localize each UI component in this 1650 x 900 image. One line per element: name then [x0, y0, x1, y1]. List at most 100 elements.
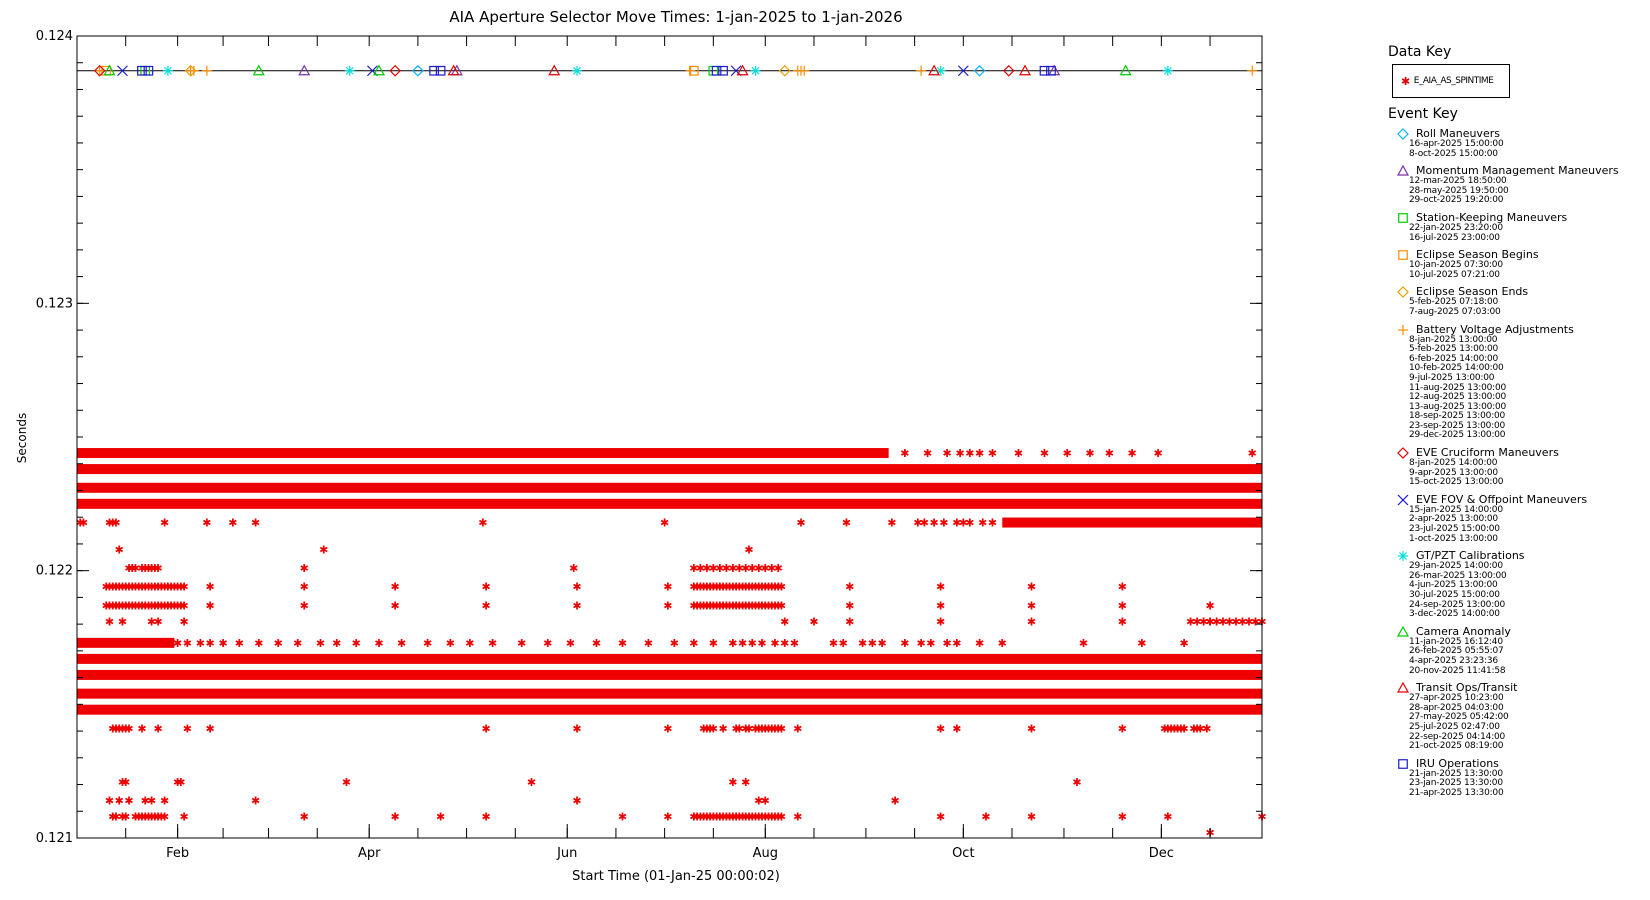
data-point: ✱: [108, 722, 117, 735]
data-point: ✱: [1179, 722, 1188, 735]
event-date: 18-sep-2025 13:00:00: [1409, 411, 1506, 422]
event-marker: [372, 64, 385, 76]
data-point: ✱: [738, 811, 747, 824]
data-point: ✱: [774, 599, 783, 612]
event-date: 5-feb-2025 13:00:00: [1409, 344, 1499, 355]
data-point: ✱: [878, 637, 887, 650]
event-marker: [367, 65, 378, 77]
event-markers: [77, 64, 1262, 77]
data-point: ✱: [689, 562, 698, 575]
event-marker: [750, 65, 761, 76]
event-key-name: GT/PZT Calibrations: [1416, 549, 1525, 563]
dense-data-band: [77, 704, 1262, 715]
data-point: ✱: [770, 637, 779, 650]
event-key-dates: 5-feb-2025 07:18:00 7-aug-2025 07:03:00: [1409, 298, 1650, 317]
data-point: ✱: [170, 581, 179, 594]
data-point: ✱: [689, 811, 698, 824]
event-marker: [137, 65, 147, 76]
data-point: ✱: [845, 615, 854, 628]
data-point: ✱: [163, 581, 172, 594]
event-marker: [93, 64, 106, 77]
event-date: 9-jul-2025 13:00:00: [1409, 372, 1495, 383]
data-point: ✱: [1205, 599, 1214, 612]
event-date: 22-sep-2025 04:14:00: [1409, 731, 1506, 742]
data-point: ✱: [748, 581, 757, 594]
triangle-icon: [1396, 165, 1410, 176]
data-point: ✱: [689, 637, 698, 650]
event-date: 15-oct-2025 13:00:00: [1409, 477, 1504, 488]
event-key-dates: 10-jan-2025 07:30:00 10-jul-2025 07:21:00: [1409, 261, 1650, 280]
data-point: ✱: [1192, 615, 1201, 628]
data-point: ✱: [206, 722, 215, 735]
event-date: 10-feb-2025 14:00:00: [1409, 363, 1504, 374]
data-point: ✱: [764, 581, 773, 594]
data-key-box: ✱ E_AIA_AS_SPINTIME: [1392, 64, 1510, 98]
data-point: ✱: [342, 776, 351, 789]
data-point: ✱: [1027, 615, 1036, 628]
legend-symbol: [1397, 128, 1409, 140]
x-tick-label: Aug: [753, 846, 778, 861]
data-point: ✱: [1160, 722, 1169, 735]
data-point: ✱: [105, 795, 114, 808]
data-point: ✱: [180, 581, 189, 594]
event-key-name: Roll Maneuvers: [1416, 127, 1500, 140]
data-point: ✱: [725, 599, 734, 612]
data-point: ✱: [141, 599, 150, 612]
data-point: ✱: [757, 722, 766, 735]
legend-symbol: [1396, 165, 1410, 176]
data-point: ✱: [728, 581, 737, 594]
event-key-entry: EVE Cruciform Maneuvers 8-jan-2025 14:00:…: [1388, 447, 1650, 488]
event-date: 26-feb-2025 05:55:07: [1409, 646, 1504, 657]
data-point: ✱: [663, 722, 672, 735]
event-date: 16-apr-2025 15:00:00: [1409, 139, 1504, 149]
data-point: ✱: [167, 599, 176, 612]
event-date: 27-may-2025 05:42:00: [1409, 712, 1509, 723]
event-date: 26-mar-2025 13:00:00: [1409, 570, 1507, 581]
event-date: 12-aug-2025 13:00:00: [1409, 392, 1507, 403]
data-point: ✱: [300, 562, 309, 575]
data-point: ✱: [137, 581, 146, 594]
data-point: ✱: [160, 517, 169, 530]
data-point: ✱: [1027, 811, 1036, 824]
event-date: 6-feb-2025 14:00:00: [1409, 353, 1499, 364]
data-point: ✱: [572, 599, 581, 612]
y-axis-label: Seconds: [15, 413, 29, 463]
event-marker: [957, 65, 969, 77]
event-key-entry: Battery Voltage Adjustments 8-jan-2025 13…: [1388, 323, 1650, 442]
legend-symbol: [1397, 494, 1409, 506]
data-point: ✱: [134, 581, 143, 594]
data-point: ✱: [141, 581, 150, 594]
data-point: ✱: [147, 795, 156, 808]
data-point: ✱: [118, 776, 127, 789]
data-point: ✱: [754, 722, 763, 735]
data-point: ✱: [767, 581, 776, 594]
data-point: ✱: [744, 543, 753, 556]
data-point: ✱: [735, 599, 744, 612]
event-key-dates: 16-apr-2025 15:00:00 8-oct-2025 15:00:00: [1409, 139, 1650, 159]
data-point: ✱: [1179, 637, 1188, 650]
data-point: ✱: [751, 581, 760, 594]
data-point: ✱: [481, 722, 490, 735]
event-marker: [928, 64, 941, 76]
event-date: 27-apr-2025 10:23:00: [1409, 693, 1504, 704]
event-key-name: Eclipse Season Ends: [1416, 285, 1529, 299]
data-point: ✱: [754, 811, 763, 824]
data-point: ✱: [738, 637, 747, 650]
data-point: ✱: [644, 637, 653, 650]
data-point: ✱: [173, 637, 182, 650]
data-point: ✱: [423, 637, 432, 650]
data-point: ✱: [705, 581, 714, 594]
event-key-title: Event Key: [1388, 106, 1458, 122]
data-point: ✱: [300, 581, 309, 594]
event-marker: [1162, 65, 1173, 76]
data-point: ✱: [1040, 447, 1049, 460]
data-point: ✱: [936, 722, 945, 735]
data-point: ✱: [478, 517, 487, 530]
data-point: ✱: [774, 562, 783, 575]
y-tick-label: 0.124: [36, 29, 73, 44]
data-point: ✱: [741, 562, 750, 575]
data-point: ✱: [121, 599, 130, 612]
dense-data-band: [1002, 517, 1262, 528]
data-point: ✱: [790, 637, 799, 650]
event-date: 23-sep-2025 13:00:00: [1409, 420, 1506, 431]
